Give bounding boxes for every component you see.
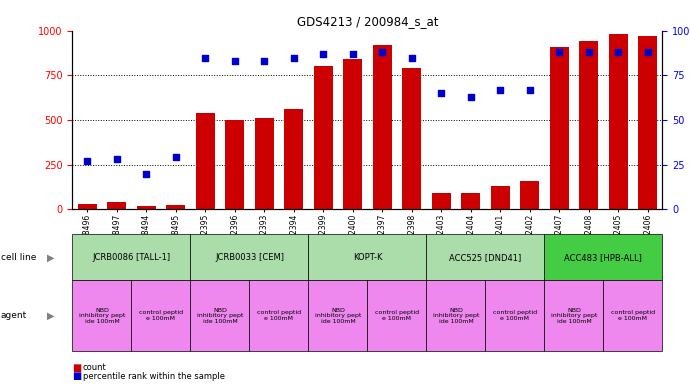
Text: control peptid
e 100mM: control peptid e 100mM [611, 310, 655, 321]
Bar [255, 118, 274, 209]
Bar [343, 59, 362, 209]
Bar [373, 45, 392, 209]
Text: control peptid
e 100mM: control peptid e 100mM [257, 310, 301, 321]
Bar [137, 206, 156, 209]
Text: cell line: cell line [1, 253, 36, 262]
Text: NBD
inhibitory pept
ide 100mM: NBD inhibitory pept ide 100mM [315, 308, 361, 324]
Text: control peptid
e 100mM: control peptid e 100mM [493, 310, 537, 321]
Point [141, 170, 152, 177]
Point [613, 49, 624, 55]
Point [111, 156, 122, 162]
Point [81, 158, 92, 164]
Point [406, 55, 417, 61]
Text: NBD
inhibitory pept
ide 100mM: NBD inhibitory pept ide 100mM [433, 308, 479, 324]
Text: ACC483 [HPB-ALL]: ACC483 [HPB-ALL] [564, 253, 642, 262]
Text: ▶: ▶ [47, 252, 55, 262]
Bar [520, 181, 540, 209]
Bar [549, 47, 569, 209]
Text: count: count [83, 363, 106, 372]
Bar [609, 34, 628, 209]
Bar [402, 68, 422, 209]
Bar [638, 36, 658, 209]
Point [465, 94, 476, 100]
Point [170, 154, 181, 161]
Text: ■: ■ [72, 363, 81, 373]
Point [642, 49, 653, 55]
Point [347, 51, 358, 57]
Bar [579, 41, 598, 209]
Point [524, 86, 535, 93]
Point [288, 55, 299, 61]
Text: control peptid
e 100mM: control peptid e 100mM [139, 310, 183, 321]
Text: NBD
inhibitory pept
ide 100mM: NBD inhibitory pept ide 100mM [79, 308, 125, 324]
Point [435, 90, 446, 96]
Text: ACC525 [DND41]: ACC525 [DND41] [449, 253, 522, 262]
Text: JCRB0033 [CEM]: JCRB0033 [CEM] [215, 253, 284, 262]
Bar [491, 186, 510, 209]
Bar [284, 109, 304, 209]
Bar [77, 204, 97, 209]
Text: ■: ■ [72, 371, 81, 381]
Text: JCRB0086 [TALL-1]: JCRB0086 [TALL-1] [92, 253, 170, 262]
Point [553, 49, 564, 55]
Bar [195, 113, 215, 209]
Text: ▶: ▶ [47, 311, 55, 321]
Bar [225, 120, 244, 209]
Bar [461, 193, 480, 209]
Point [259, 58, 270, 64]
Text: KOPT-K: KOPT-K [353, 253, 382, 262]
Text: control peptid
e 100mM: control peptid e 100mM [375, 310, 419, 321]
Text: NBD
inhibitory pept
ide 100mM: NBD inhibitory pept ide 100mM [197, 308, 243, 324]
Bar [107, 202, 126, 209]
Point [583, 49, 594, 55]
Point [377, 49, 388, 55]
Point [229, 58, 240, 64]
Bar [166, 205, 186, 209]
Text: agent: agent [1, 311, 27, 320]
Title: GDS4213 / 200984_s_at: GDS4213 / 200984_s_at [297, 15, 438, 28]
Point [317, 51, 328, 57]
Bar [431, 193, 451, 209]
Bar [313, 66, 333, 209]
Point [495, 86, 506, 93]
Text: percentile rank within the sample: percentile rank within the sample [83, 372, 225, 381]
Point [199, 55, 210, 61]
Text: NBD
inhibitory pept
ide 100mM: NBD inhibitory pept ide 100mM [551, 308, 597, 324]
